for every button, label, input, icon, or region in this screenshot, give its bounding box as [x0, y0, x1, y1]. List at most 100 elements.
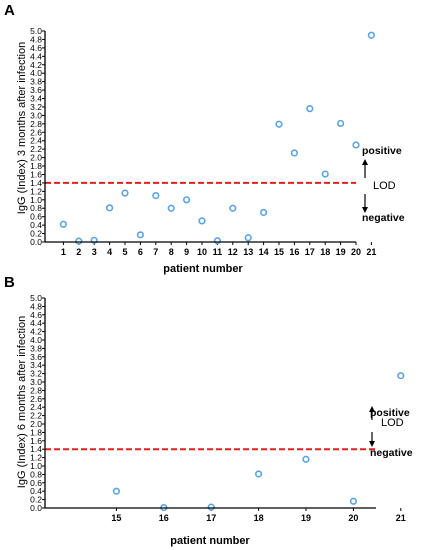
y-ticks: 0.00.20.40.60.81.01.21.41.61.82.02.22.42…: [30, 293, 45, 513]
y-tick-label: 0.4: [30, 486, 42, 496]
data-point: [367, 31, 376, 39]
y-tick-label: 0.0: [30, 503, 42, 513]
data-point: [244, 234, 252, 242]
y-tick-label: 3.8: [30, 343, 42, 353]
y-tick-label: 2.4: [30, 402, 42, 412]
y-tick-label: 1.4: [30, 178, 42, 188]
data-point: [213, 237, 221, 245]
y-tick-label: 1.8: [30, 427, 42, 437]
panel-a: A IgG (Index) 3 months after infection p…: [4, 2, 405, 275]
x-tick-label: 16: [159, 513, 169, 523]
data-point: [207, 503, 215, 511]
x-tick-label: 1: [61, 247, 66, 257]
y-tick-label: 1.0: [30, 195, 42, 205]
data-point: [198, 217, 206, 225]
x-axis-title: patient number: [170, 535, 250, 547]
y-tick-label: 4.8: [30, 301, 42, 311]
y-tick-label: 1.8: [30, 161, 42, 171]
x-tick-label: 18: [254, 513, 264, 523]
data-point: [112, 487, 120, 495]
lod-annotation: positive LOD negative: [362, 145, 405, 224]
y-tick-label: 4.4: [30, 51, 42, 61]
x-tick-label: 3: [92, 247, 97, 257]
x-tick-label: 2: [76, 247, 81, 257]
y-tick-label: 2.2: [30, 144, 42, 154]
positive-label: positive: [362, 145, 402, 157]
data-point: [275, 120, 283, 128]
y-tick-label: 1.0: [30, 461, 42, 471]
x-tick-label: 9: [184, 247, 189, 257]
x-tick-label: 12: [228, 247, 238, 257]
up-arrow-icon: [369, 406, 375, 420]
y-tick-label: 4.0: [30, 68, 42, 78]
y-tick-label: 2.0: [30, 419, 42, 429]
x-axis-title: patient number: [163, 263, 243, 275]
x-ticks: 15 16 17 18 19 20 21: [111, 508, 406, 523]
lod-annotation: positive LOD negative: [369, 406, 413, 459]
x-tick-label: 4: [107, 247, 112, 257]
x-tick-label: 6: [138, 247, 143, 257]
x-tick-label: 20: [351, 247, 361, 257]
x-tick-label: 10: [197, 247, 207, 257]
data-point: [121, 189, 129, 197]
data-point: [152, 191, 160, 200]
x-tick-label: 20: [348, 513, 358, 523]
y-tick-label: 1.4: [30, 444, 42, 454]
x-tick-label: 15: [111, 513, 121, 523]
data-point: [255, 470, 263, 478]
data-point: [352, 141, 360, 149]
y-tick-label: 5.0: [30, 293, 42, 303]
y-tick-label: 1.6: [30, 436, 42, 446]
y-tick-label: 3.2: [30, 369, 42, 379]
panel-b: B IgG (Index) 6 months after infection p…: [4, 274, 413, 547]
y-tick-label: 0.2: [30, 229, 42, 239]
y-tick-label: 4.0: [30, 335, 42, 345]
y-tick-label: 4.8: [30, 34, 42, 44]
y-axis-title: IgG (Index) 6 months after infection: [16, 316, 28, 488]
y-tick-label: 0.0: [30, 237, 42, 247]
y-tick-label: 3.8: [30, 77, 42, 87]
x-tick-label: 17: [305, 247, 315, 257]
y-axis-title: IgG (Index) 3 months after infection: [16, 42, 28, 214]
data-point: [321, 170, 329, 178]
x-tick-label: 14: [259, 247, 269, 257]
up-arrow-icon: [362, 159, 368, 178]
panel-label: A: [4, 2, 15, 19]
data-point: [183, 196, 191, 204]
data-points: [59, 31, 376, 245]
x-tick-label: 16: [289, 247, 299, 257]
data-points: [112, 372, 405, 512]
y-tick-label: 2.0: [30, 153, 42, 163]
y-tick-label: 2.2: [30, 411, 42, 421]
y-tick-label: 2.8: [30, 385, 42, 395]
y-tick-label: 2.6: [30, 127, 42, 137]
x-ticks: 1 2 3 4 5 6 7 8 9 10 11 12 13 14 15 16 17 18 19 20 21: [61, 242, 376, 257]
y-tick-label: 3.6: [30, 352, 42, 362]
lod-label: LOD: [381, 417, 404, 429]
y-tick-label: 2.6: [30, 394, 42, 404]
negative-label: negative: [370, 447, 413, 459]
x-tick-label: 21: [396, 513, 406, 523]
y-tick-label: 0.8: [30, 469, 42, 479]
y-tick-label: 2.4: [30, 136, 42, 146]
y-tick-label: 1.2: [30, 453, 42, 463]
x-tick-label: 19: [301, 513, 311, 523]
data-point: [136, 231, 144, 239]
x-tick-label: 13: [243, 247, 253, 257]
positive-label: positive: [370, 407, 410, 419]
x-tick-label: 18: [320, 247, 330, 257]
y-tick-label: 0.6: [30, 212, 42, 222]
y-tick-label: 4.6: [30, 310, 42, 320]
x-tick-label: 17: [206, 513, 216, 523]
x-tick-label: 21: [366, 247, 376, 257]
data-point: [290, 149, 299, 157]
y-tick-label: 2.8: [30, 119, 42, 129]
y-tick-label: 3.0: [30, 377, 42, 387]
panel-label: B: [4, 274, 15, 291]
y-tick-label: 3.6: [30, 85, 42, 95]
x-tick-label: 19: [336, 247, 346, 257]
y-tick-label: 3.2: [30, 102, 42, 112]
y-tick-label: 5.0: [30, 26, 42, 36]
data-point: [167, 204, 175, 212]
